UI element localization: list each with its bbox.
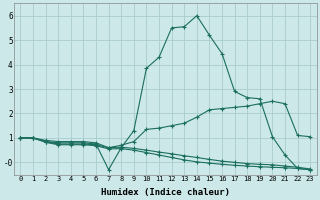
X-axis label: Humidex (Indice chaleur): Humidex (Indice chaleur) [101, 188, 230, 197]
